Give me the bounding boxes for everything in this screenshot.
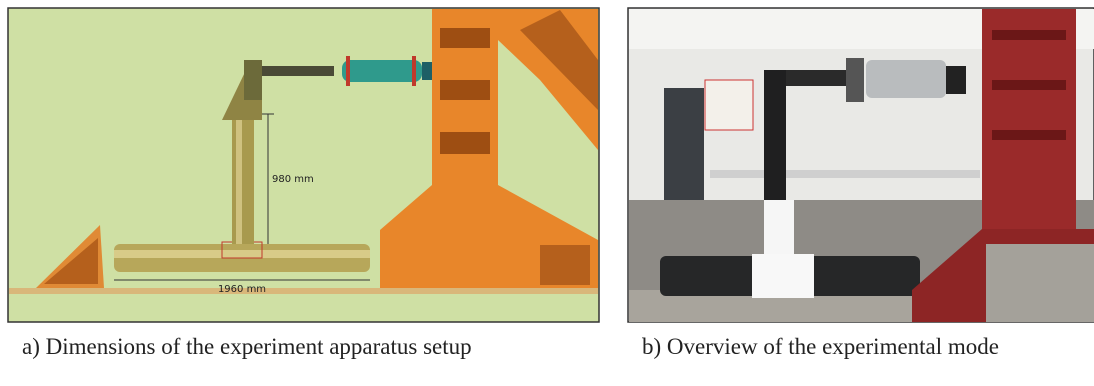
caption: b) Overview of the experimental mode: [642, 334, 999, 360]
panel-b-image: [628, 8, 1094, 322]
figure: 980 mm 1960 mm a) Dimensions of the expe…: [0, 0, 1094, 386]
dimension-label: 1960 mm: [218, 284, 266, 295]
panel-a-image: 980 mm 1960 mm: [8, 8, 599, 322]
caption: a) Dimensions of the experiment apparatu…: [22, 334, 472, 360]
figure-panels: 980 mm 1960 mm: [0, 0, 1094, 330]
dimension-label: 980 mm: [272, 174, 314, 185]
